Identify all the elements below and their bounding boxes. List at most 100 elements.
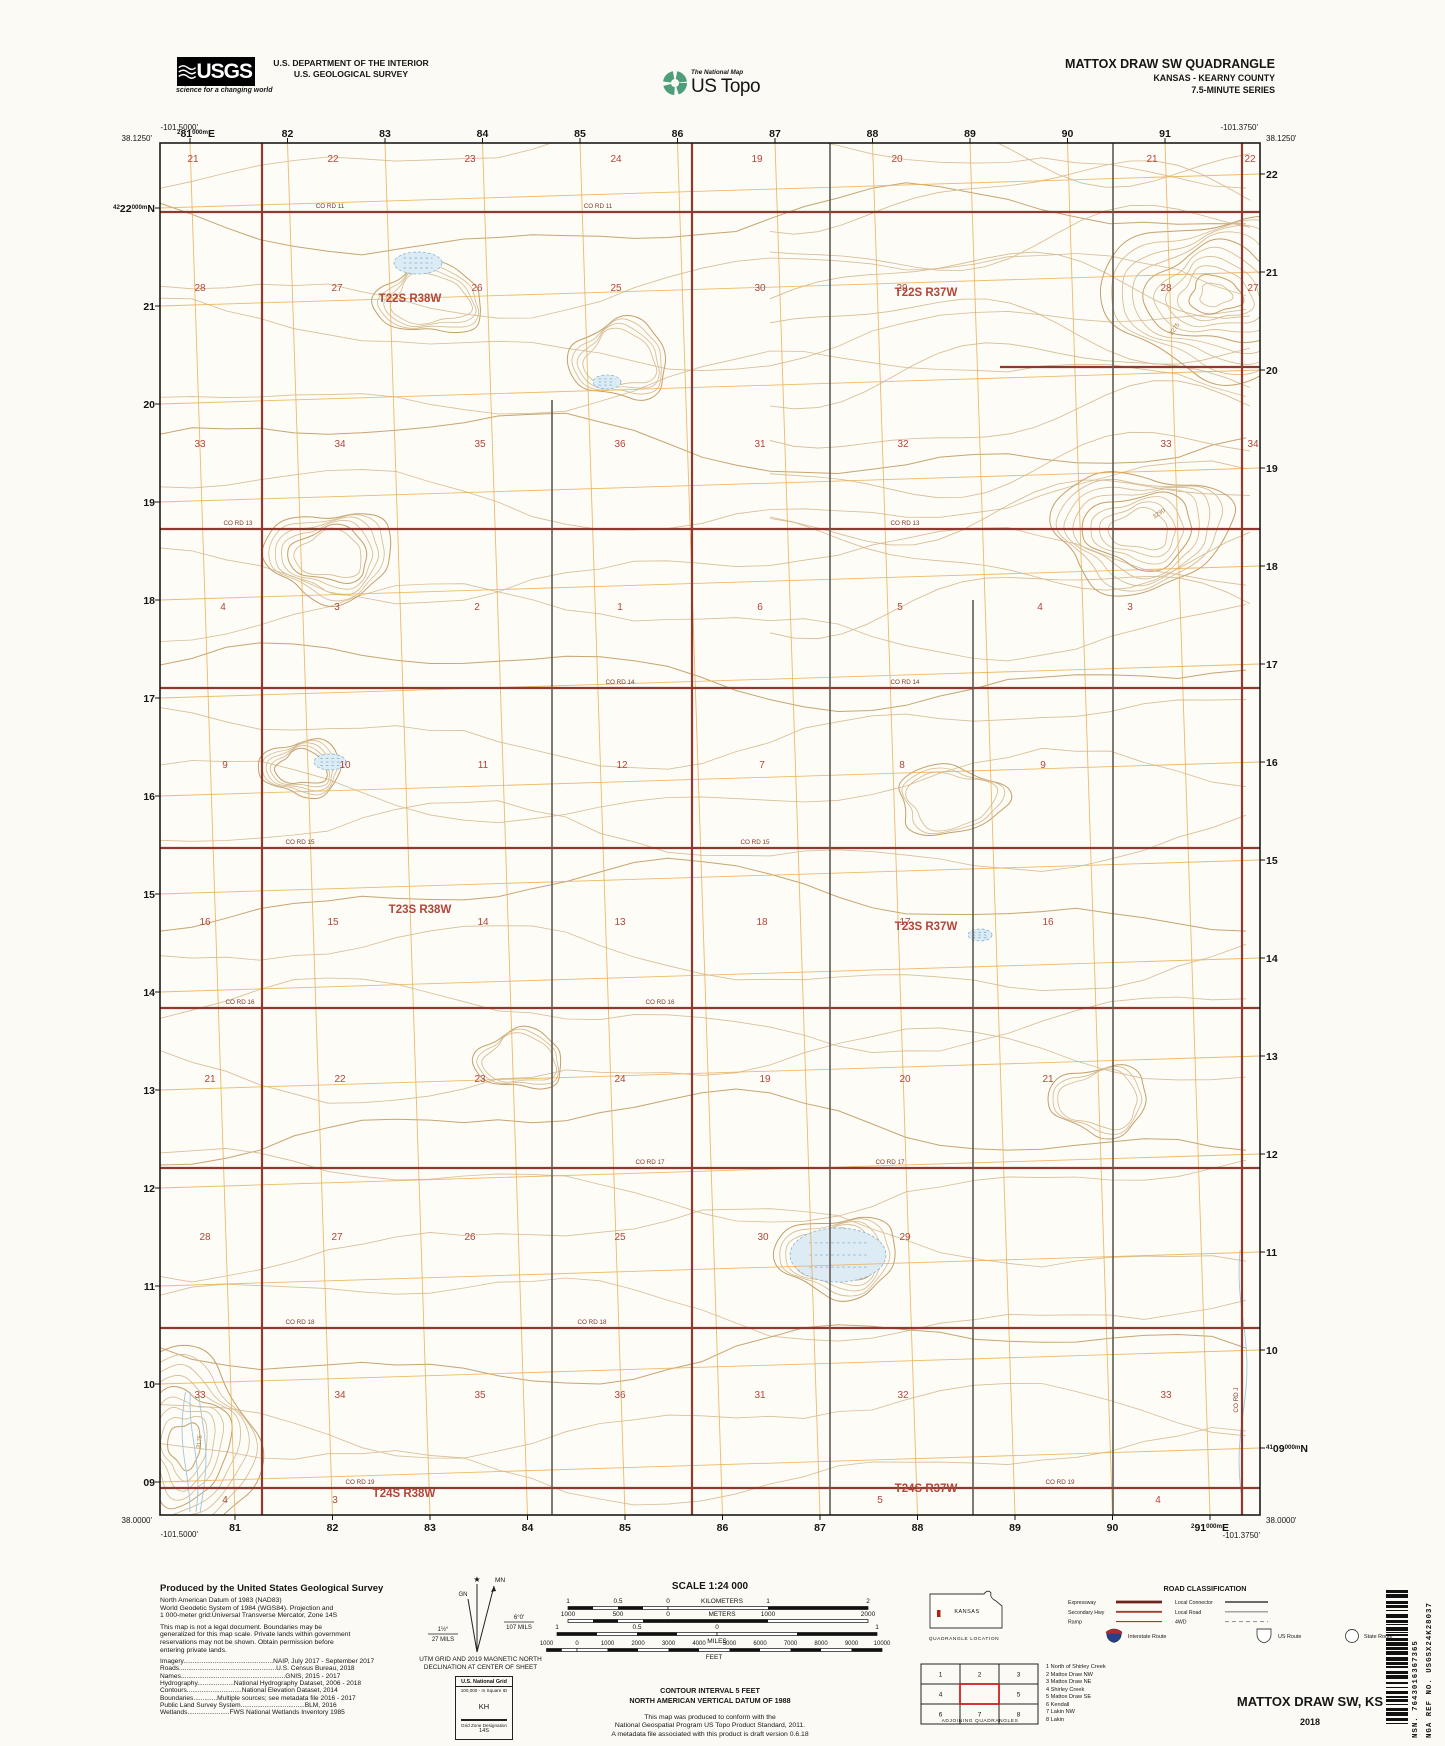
- dept-line-2: U.S. GEOLOGICAL SURVEY: [293, 69, 409, 79]
- svg-text:16: 16: [1042, 917, 1054, 928]
- svg-text:T22S R38W: T22S R38W: [379, 293, 442, 305]
- credit-line: reservations may not be shown. Obtain pe…: [160, 1638, 334, 1646]
- source-line: Names...................................…: [160, 1672, 341, 1680]
- svg-text:89: 89: [1009, 1522, 1021, 1534]
- svg-text:16: 16: [143, 791, 155, 803]
- svg-text:15: 15: [327, 917, 339, 928]
- svg-text:1½°: 1½°: [438, 1626, 449, 1633]
- svg-text:09: 09: [143, 1477, 155, 1489]
- svg-text:27: 27: [1247, 283, 1259, 294]
- adjoining-quad-grid: 1 2 3 4 5 6 7 8: [920, 1663, 1039, 1725]
- svg-text:17: 17: [899, 917, 911, 928]
- svg-text:T22S R37W: T22S R37W: [895, 287, 958, 299]
- quad-series: 7.5-MINUTE SERIES: [1191, 85, 1275, 95]
- svg-text:85: 85: [574, 128, 586, 140]
- svg-text:2: 2: [866, 1598, 870, 1605]
- svg-text:26: 26: [471, 283, 483, 294]
- svg-text:4: 4: [1037, 602, 1043, 613]
- svg-text:Interstate Route: Interstate Route: [1128, 1634, 1166, 1640]
- svg-text:CO RD 15: CO RD 15: [740, 839, 770, 846]
- svg-text:12: 12: [143, 1183, 155, 1195]
- source-line: Wetlands.......................FWS Natio…: [160, 1709, 345, 1717]
- quad-title: MATTOX DRAW SW QUADRANGLE: [1065, 57, 1275, 71]
- svg-text:26: 26: [464, 1232, 476, 1243]
- svg-text:22: 22: [334, 1074, 346, 1085]
- svg-text:0: 0: [715, 1624, 719, 1631]
- adjoining-quad-name: 5 Mattox Draw SE: [1046, 1694, 1092, 1700]
- svg-text:35: 35: [474, 1390, 486, 1401]
- svg-text:5: 5: [1017, 1692, 1021, 1699]
- svg-text:30: 30: [757, 1232, 769, 1243]
- svg-text:86: 86: [717, 1522, 729, 1534]
- usgs-tagline: science for a changing world: [176, 87, 273, 94]
- svg-text:22: 22: [1266, 169, 1278, 181]
- svg-text:4222000mN: 4222000mN: [113, 203, 155, 215]
- adjoining-quad-name: 8 Lakin: [1046, 1716, 1065, 1723]
- svg-text:10: 10: [1266, 1345, 1278, 1357]
- svg-text:11: 11: [1266, 1247, 1277, 1259]
- svg-text:81: 81: [229, 1522, 241, 1534]
- conformance-note: This map was produced to conform with th…: [530, 1714, 890, 1739]
- svg-text:3: 3: [332, 1495, 338, 1506]
- usgs-waves-icon: [178, 64, 197, 79]
- credit-line: This map is not a legal document. Bounda…: [160, 1623, 323, 1631]
- svg-text:21: 21: [187, 154, 199, 165]
- svg-text:6000: 6000: [753, 1641, 767, 1647]
- svg-text:25: 25: [610, 283, 622, 294]
- svg-text:MILES: MILES: [707, 1638, 727, 1645]
- usgs-logo-text: USGS: [196, 59, 253, 83]
- svg-text:14: 14: [477, 917, 489, 928]
- svg-text:CO RD 15: CO RD 15: [285, 839, 315, 846]
- svg-text:CO RD 17: CO RD 17: [635, 1159, 665, 1166]
- quadrangle-location-caption: QUADRANGLE LOCATION: [928, 1637, 1000, 1642]
- svg-text:33: 33: [1160, 439, 1172, 450]
- svg-text:13: 13: [143, 1085, 155, 1097]
- conf-line: A metadata file associated with this pro…: [611, 1730, 809, 1738]
- svg-text:33: 33: [194, 1390, 206, 1401]
- svg-text:0: 0: [575, 1641, 579, 1647]
- quad-subtitle: KANSAS - KEARNY COUNTY: [1153, 73, 1275, 83]
- svg-text:84: 84: [477, 128, 489, 140]
- svg-text:GN: GN: [459, 1592, 468, 1598]
- svg-text:6: 6: [939, 1712, 943, 1719]
- usng-title: U.S. National Grid: [456, 1677, 512, 1687]
- credit-line: entering private lands.: [160, 1646, 227, 1654]
- svg-text:7: 7: [759, 760, 765, 771]
- svg-text:18: 18: [143, 595, 155, 607]
- svg-text:83: 83: [424, 1522, 436, 1534]
- svg-text:8: 8: [899, 760, 905, 771]
- svg-text:Ramp: Ramp: [1068, 1620, 1082, 1626]
- svg-text:11: 11: [144, 1281, 155, 1293]
- svg-text:12: 12: [616, 760, 628, 771]
- svg-text:CO RD 19: CO RD 19: [1045, 1479, 1075, 1486]
- svg-text:3175: 3175: [196, 1434, 204, 1449]
- svg-text:82: 82: [282, 128, 294, 140]
- svg-text:State Route: State Route: [1364, 1634, 1392, 1640]
- state-location-inset: KANSAS: [929, 1590, 1003, 1629]
- us-national-grid-box: U.S. National Grid 100,000 - m Square ID…: [455, 1676, 513, 1740]
- svg-text:1: 1: [555, 1624, 559, 1631]
- source-line: Boundaries.............Multiple sources;…: [160, 1694, 356, 1702]
- svg-text:19: 19: [1266, 463, 1278, 475]
- dept-line-1: U.S. DEPARTMENT OF THE INTERIOR: [273, 58, 429, 68]
- svg-text:T23S R37W: T23S R37W: [895, 921, 958, 933]
- credit-line: 1 000-meter grid:Universal Transverse Me…: [160, 1612, 338, 1620]
- credits-heading: Produced by the United States Geological…: [160, 1583, 384, 1594]
- svg-text:38.0000': 38.0000': [1266, 1516, 1297, 1525]
- svg-text:20: 20: [143, 399, 155, 411]
- svg-text:4: 4: [1155, 1495, 1161, 1506]
- svg-text:34: 34: [334, 1390, 346, 1401]
- svg-text:1: 1: [617, 602, 623, 613]
- svg-text:17: 17: [1266, 659, 1278, 671]
- svg-text:21: 21: [204, 1074, 216, 1085]
- svg-text:MN: MN: [495, 1577, 505, 1584]
- roads: CO RD 11 CO RD 11 CO RD 13 CO RD 13 CO RD 14…: [160, 143, 1260, 1515]
- svg-text:38.1250': 38.1250': [122, 134, 153, 143]
- conf-line: This map was produced to conform with th…: [644, 1714, 776, 1721]
- decl-cap-1: UTM GRID AND 2019 MAGNETIC NORTH: [419, 1656, 542, 1663]
- svg-text:5000: 5000: [723, 1641, 737, 1647]
- svg-text:-101.5000': -101.5000': [160, 123, 198, 132]
- svg-text:CO RD 16: CO RD 16: [225, 999, 255, 1006]
- svg-text:3: 3: [334, 602, 340, 613]
